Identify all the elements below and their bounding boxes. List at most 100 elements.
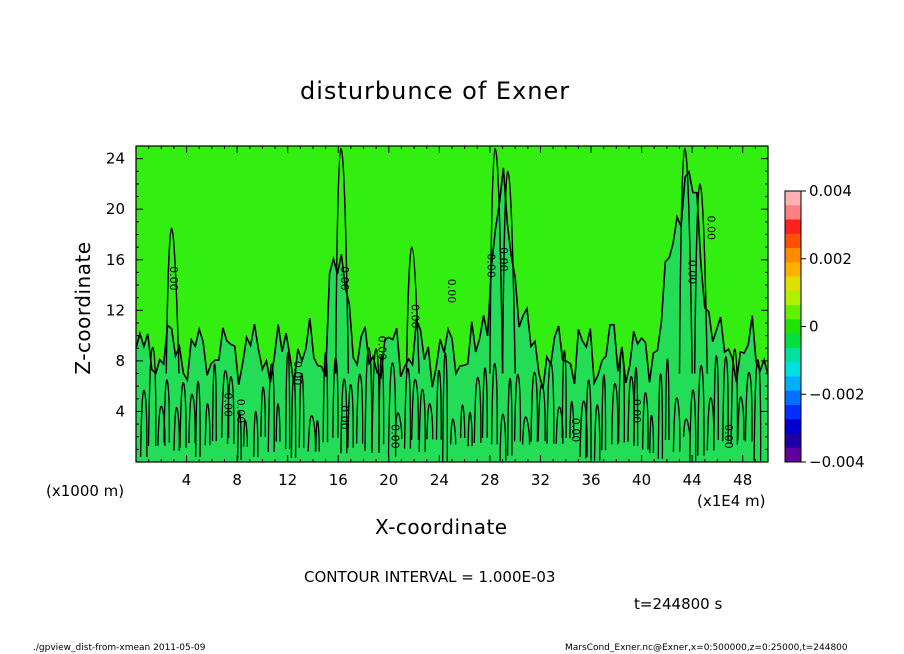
contour-cell — [611, 382, 619, 445]
field-lower — [136, 167, 768, 462]
contour-label: 0.00 — [497, 247, 510, 272]
contour-cell — [722, 356, 729, 442]
contour-cell — [490, 362, 498, 445]
contour-cell — [242, 419, 248, 447]
contour-cell — [194, 380, 201, 457]
contour-label: 0.00 — [704, 216, 717, 241]
contour-cell — [697, 364, 705, 456]
contour-cell — [204, 403, 211, 446]
contour-plume — [335, 147, 350, 374]
x-extra-label: (x1E4 m) — [697, 492, 766, 510]
colorbar-tick-label: 0 — [809, 318, 819, 336]
contour-cell — [147, 346, 157, 447]
x-tick-label: 28 — [480, 471, 499, 489]
x-axis: 4 8 12 16 20 24 28 32 36 40 44 48 — [135, 146, 769, 489]
contour-cell — [657, 373, 664, 459]
colorbar-swatch — [785, 390, 801, 406]
colorbar-swatch — [785, 347, 801, 363]
x-tick-label: 20 — [379, 471, 398, 489]
contour-cell — [579, 400, 588, 458]
colorbar-swatch — [785, 447, 801, 463]
colorbar-tick-label: 0.002 — [809, 250, 852, 268]
contour-cell — [641, 392, 649, 450]
contour-cell — [585, 379, 592, 459]
colorbar-swatch — [785, 333, 801, 349]
contour-cell — [418, 388, 426, 453]
x-tick-label: 4 — [182, 471, 192, 489]
contour-cell — [593, 404, 601, 461]
colorbar-swatch — [785, 419, 801, 434]
x-tick-label: 36 — [581, 471, 600, 489]
colorbar-swatch — [785, 305, 801, 320]
x-tick-label: 40 — [632, 471, 651, 489]
contour-cell — [499, 413, 507, 461]
contour-cell — [521, 416, 531, 445]
colorbar-swatch — [785, 404, 801, 420]
contour-label: 0.00 — [338, 266, 351, 291]
contour-cell — [322, 351, 329, 443]
contour-cell — [649, 414, 655, 454]
contour-label: 0.00 — [222, 393, 235, 418]
contour-label: 0.00 — [685, 260, 698, 285]
contour-labels: 0.00 0.00 0.00 0.00 0.00 0.00 0.00 0.00 0.00 0.00… — [167, 216, 735, 449]
contour-cell — [467, 411, 473, 447]
chart-title: disturbunce of Exner — [300, 77, 571, 105]
colorbar-swatch — [785, 276, 801, 292]
contour-cell — [459, 404, 466, 439]
colorbar-swatch — [785, 290, 801, 306]
colorbar: 0.004 0.002 0 −0.002 −0.004 — [784, 182, 865, 471]
colorbar-tick-label: −0.002 — [809, 385, 865, 403]
contour-cell — [633, 366, 639, 446]
contour-cell — [481, 367, 488, 438]
contour-cell — [411, 378, 420, 440]
colorbar-swatch — [785, 433, 801, 449]
y-tick-label: 16 — [106, 251, 125, 269]
x-tick-label: 8 — [232, 471, 242, 489]
contour-cell — [290, 376, 297, 458]
y-axis-title: Z-coordinate — [71, 241, 95, 375]
contour-cell — [473, 376, 482, 444]
contour-cell — [664, 358, 670, 441]
contour-cell — [347, 384, 354, 448]
contour-label: 0.00 — [376, 336, 389, 361]
colorbar-swatch — [785, 248, 801, 263]
colorbar-swatch — [785, 205, 801, 220]
contour-cell — [730, 348, 739, 445]
x-tick-label: 16 — [329, 471, 348, 489]
contour-cell — [275, 403, 281, 442]
contour-cell — [403, 367, 412, 449]
x-units-label: (x1000 m) — [46, 482, 125, 500]
contour-cell — [546, 361, 555, 444]
contour-cell — [513, 374, 522, 442]
y-tick-label: 12 — [106, 301, 125, 319]
contour-plume — [405, 246, 420, 374]
y-tick-label: 4 — [115, 402, 125, 420]
contour-cell — [139, 389, 148, 458]
colorbar-swatch — [785, 219, 801, 235]
contour-cell — [364, 347, 373, 451]
contour-label: 0.00 — [630, 399, 643, 424]
contour-cell — [188, 393, 196, 444]
colorbar-swatch — [785, 262, 801, 277]
contour-cell — [617, 348, 626, 443]
contour-plume — [678, 147, 693, 374]
contour-cell — [737, 396, 745, 441]
contour-lines — [135, 147, 769, 463]
contour-label: 0.00 — [388, 424, 401, 449]
colorbar-swatch — [785, 319, 801, 334]
colorbar-tick-label: 0.004 — [809, 182, 852, 200]
contour-cell — [426, 403, 434, 440]
contour-label: 0.00 — [291, 361, 304, 386]
contour-cell — [226, 376, 235, 444]
contour-cell — [394, 412, 403, 439]
contour-cell — [689, 389, 697, 462]
contour-label: 0.00 — [445, 279, 458, 304]
x-axis-title: X-coordinate — [375, 515, 508, 539]
contour-cell — [753, 359, 762, 461]
contour-label: 0.00 — [569, 418, 582, 443]
time-label: t=244800 s — [634, 595, 723, 613]
contour-cell — [163, 379, 171, 443]
contour-cell — [284, 351, 291, 450]
contour-plume — [501, 170, 516, 374]
